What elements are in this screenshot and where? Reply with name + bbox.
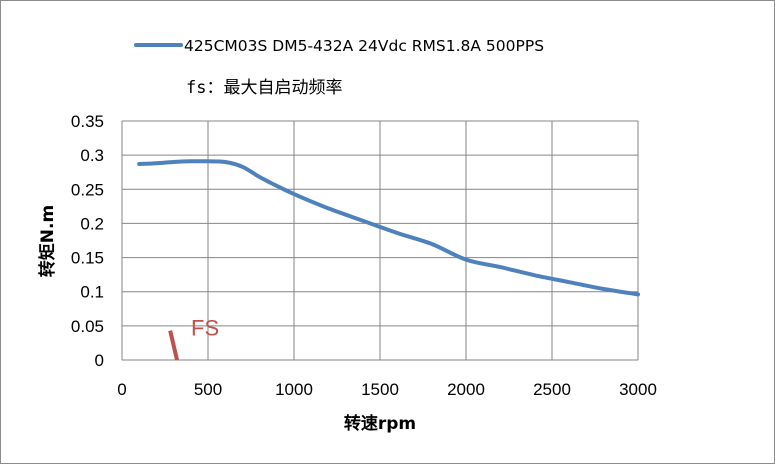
y-tick-label: 0 bbox=[95, 351, 104, 370]
grid-lines bbox=[121, 120, 639, 361]
annotations: FS bbox=[168, 316, 219, 361]
fs-note: fs：最大自启动频率 bbox=[186, 78, 342, 98]
y-axis-title: 转矩N.m bbox=[37, 205, 58, 277]
x-tick-label: 1000 bbox=[275, 380, 313, 399]
y-tick-label: 0.3 bbox=[80, 146, 104, 165]
fs-marker bbox=[168, 330, 179, 361]
legend: 425CM03S DM5-432A 24Vdc RMS1.8A 500PPS bbox=[134, 37, 544, 55]
x-axis-title: 转速rpm bbox=[344, 413, 416, 434]
y-tick-label: 0.2 bbox=[80, 214, 104, 233]
y-tick-label: 0.15 bbox=[71, 249, 104, 268]
x-tick-label: 3000 bbox=[619, 380, 657, 399]
x-tick-label: 0 bbox=[117, 380, 126, 399]
y-tick-label: 0.35 bbox=[71, 112, 104, 131]
x-tick-label: 2500 bbox=[533, 380, 571, 399]
series-line bbox=[137, 159, 640, 297]
tick-labels: 0 0.05 0.1 0.15 0.2 0.25 0.3 0.35 0 500 1000 1500 20… bbox=[71, 112, 657, 399]
y-tick-label: 0.05 bbox=[71, 317, 104, 336]
x-tick-label: 2000 bbox=[447, 380, 485, 399]
x-tick-label: 500 bbox=[194, 380, 222, 399]
x-tick-label: 1500 bbox=[361, 380, 399, 399]
y-tick-label: 0.1 bbox=[80, 283, 104, 302]
legend-label: 425CM03S DM5-432A 24Vdc RMS1.8A 500PPS bbox=[184, 37, 544, 55]
fs-label: FS bbox=[191, 316, 219, 341]
y-tick-label: 0.25 bbox=[71, 180, 104, 199]
series-lines bbox=[137, 159, 640, 297]
